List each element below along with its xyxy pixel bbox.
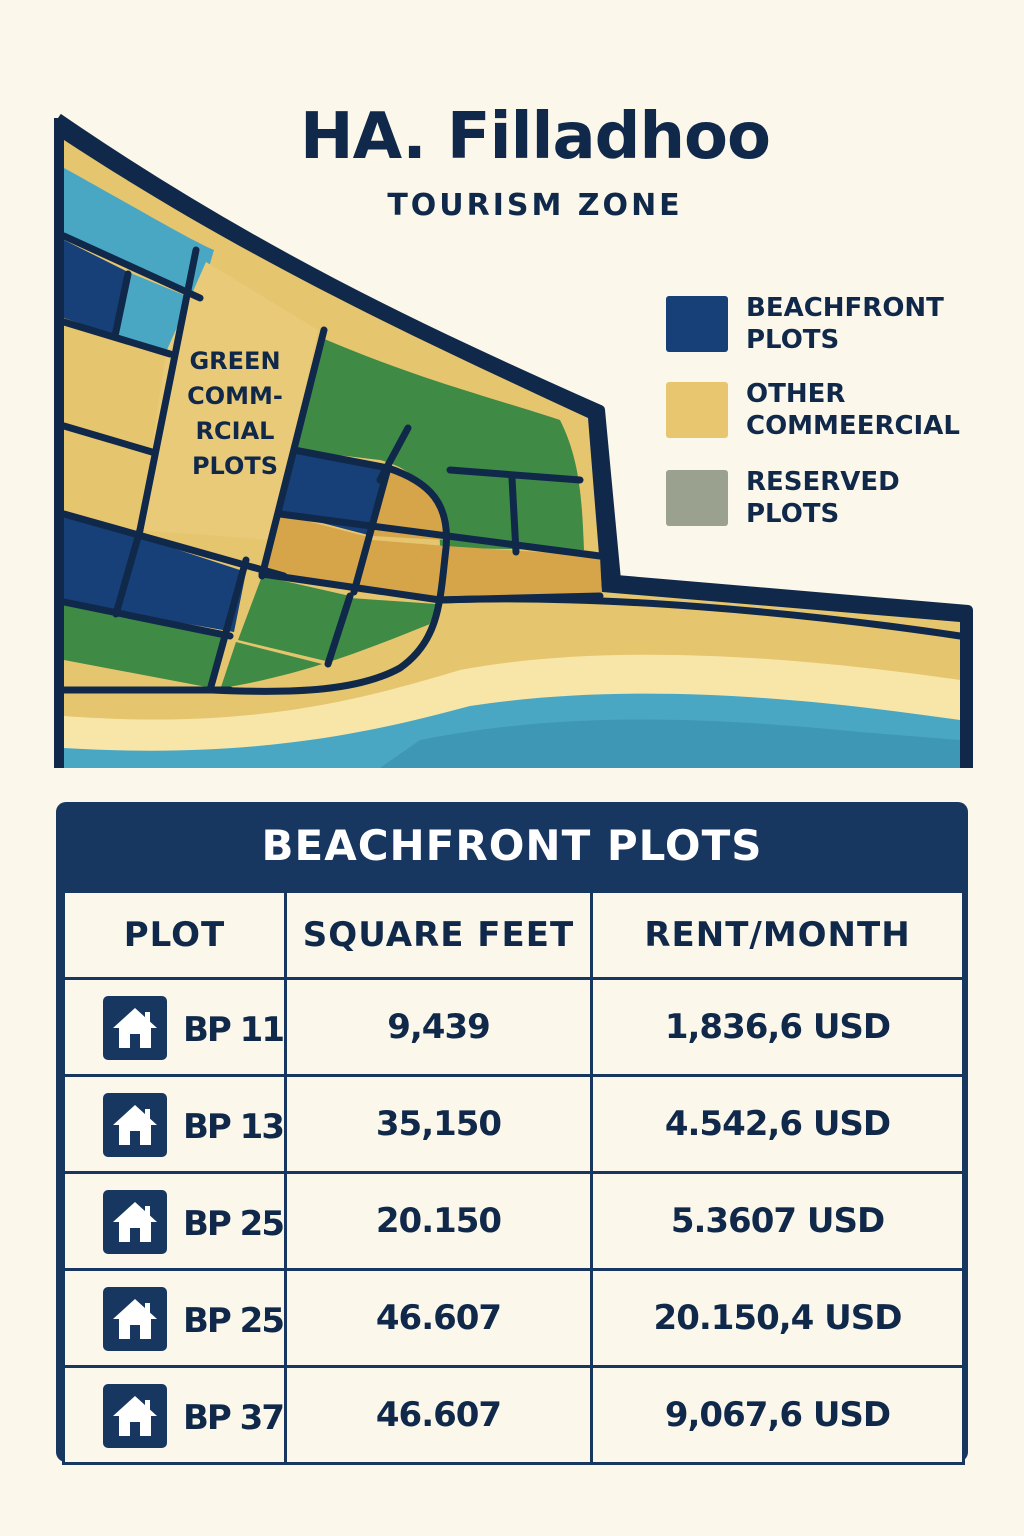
legend-label: BEACHFRONT PLOTS xyxy=(746,293,944,355)
table-row: BP 11 9,439 1,836,6 USD xyxy=(62,977,965,1077)
page-title: HA. Filladhoo xyxy=(300,100,771,174)
legend-swatch xyxy=(666,382,728,438)
house-icon xyxy=(103,1190,167,1254)
rent-cell: 20.150,4 USD xyxy=(590,1268,965,1368)
beachfront-plot xyxy=(120,536,246,632)
beachfront-plots-table: BEACHFRONT PLOTS PLOT SQUARE FEET RENT/M… xyxy=(56,802,968,1465)
green-plot xyxy=(330,598,436,664)
plots-table: PLOT SQUARE FEET RENT/MONTH BP 11 9,439 1,… xyxy=(62,890,965,1465)
table-row: BP 25 46.607 20.150,4 USD xyxy=(62,1268,965,1368)
page-subtitle: TOURISM ZONE xyxy=(387,188,683,223)
house-icon xyxy=(103,1384,167,1448)
house-icon xyxy=(103,996,167,1060)
beachfront-plot xyxy=(64,240,128,335)
column-header-plot: PLOT xyxy=(62,890,287,980)
plot-cell: BP 37 xyxy=(62,1365,287,1465)
plot-id: BP 11 xyxy=(183,1010,285,1050)
plot-id: BP 25 xyxy=(183,1204,285,1244)
commercial-plot xyxy=(440,546,602,600)
lagoon xyxy=(64,168,214,298)
legend-item-beachfront: BEACHFRONT PLOTS xyxy=(666,292,966,356)
commercial-plot xyxy=(64,322,166,450)
beachfront-plot xyxy=(64,516,136,612)
plot-cell: BP 25 xyxy=(62,1268,287,1368)
column-header-rent: RENT/MONTH xyxy=(590,890,965,980)
plot-cell: BP 11 xyxy=(62,977,287,1077)
legend-item-reserved: RESERVED PLOTS xyxy=(666,466,966,530)
square-feet-cell: 9,439 xyxy=(284,977,593,1077)
square-feet-cell: 35,150 xyxy=(284,1074,593,1174)
plot-id: BP 25 xyxy=(183,1301,285,1341)
house-icon xyxy=(103,1093,167,1157)
house-icon xyxy=(103,1287,167,1351)
zone-map xyxy=(54,113,973,768)
green-commercial-label: GREEN COMM- RCIAL PLOTS xyxy=(187,347,283,480)
legend-label: OTHER COMMEERCIAL xyxy=(746,379,960,441)
commercial-plot xyxy=(262,514,372,592)
plot-id: BP 13 xyxy=(183,1107,285,1147)
rent-cell: 9,067,6 USD xyxy=(590,1365,965,1465)
beachfront-plot xyxy=(280,448,388,536)
rent-cell: 4.542,6 USD xyxy=(590,1074,965,1174)
table-row: BP 37 46.607 9,067,6 USD xyxy=(62,1365,965,1465)
sea-wave xyxy=(380,719,960,768)
rent-cell: 5.3607 USD xyxy=(590,1171,965,1271)
green-commercial-strip xyxy=(140,262,318,540)
plot-cell: BP 25 xyxy=(62,1171,287,1271)
square-feet-cell: 20.150 xyxy=(284,1171,593,1271)
table-row: BP 25 20.150 5.3607 USD xyxy=(62,1171,965,1271)
commercial-plot xyxy=(64,430,150,530)
legend-label: RESERVED PLOTS xyxy=(746,467,900,529)
table-header-row: PLOT SQUARE FEET RENT/MONTH xyxy=(62,890,965,980)
green-plot xyxy=(64,604,226,688)
table-title: BEACHFRONT PLOTS xyxy=(261,820,763,870)
table-row: BP 13 35,150 4.542,6 USD xyxy=(62,1074,965,1174)
legend-item-commercial: OTHER COMMEERCIAL xyxy=(666,378,966,442)
green-plot xyxy=(238,576,350,662)
rent-cell: 1,836,6 USD xyxy=(590,977,965,1077)
square-feet-cell: 46.607 xyxy=(284,1365,593,1465)
column-header-square-feet: SQUARE FEET xyxy=(284,890,593,980)
square-feet-cell: 46.607 xyxy=(284,1268,593,1368)
commercial-plot xyxy=(372,470,447,540)
plot-id: BP 37 xyxy=(183,1398,285,1438)
commercial-plot xyxy=(356,540,446,600)
plot-cell: BP 13 xyxy=(62,1074,287,1174)
legend-swatch xyxy=(666,296,728,352)
legend-swatch xyxy=(666,470,728,526)
